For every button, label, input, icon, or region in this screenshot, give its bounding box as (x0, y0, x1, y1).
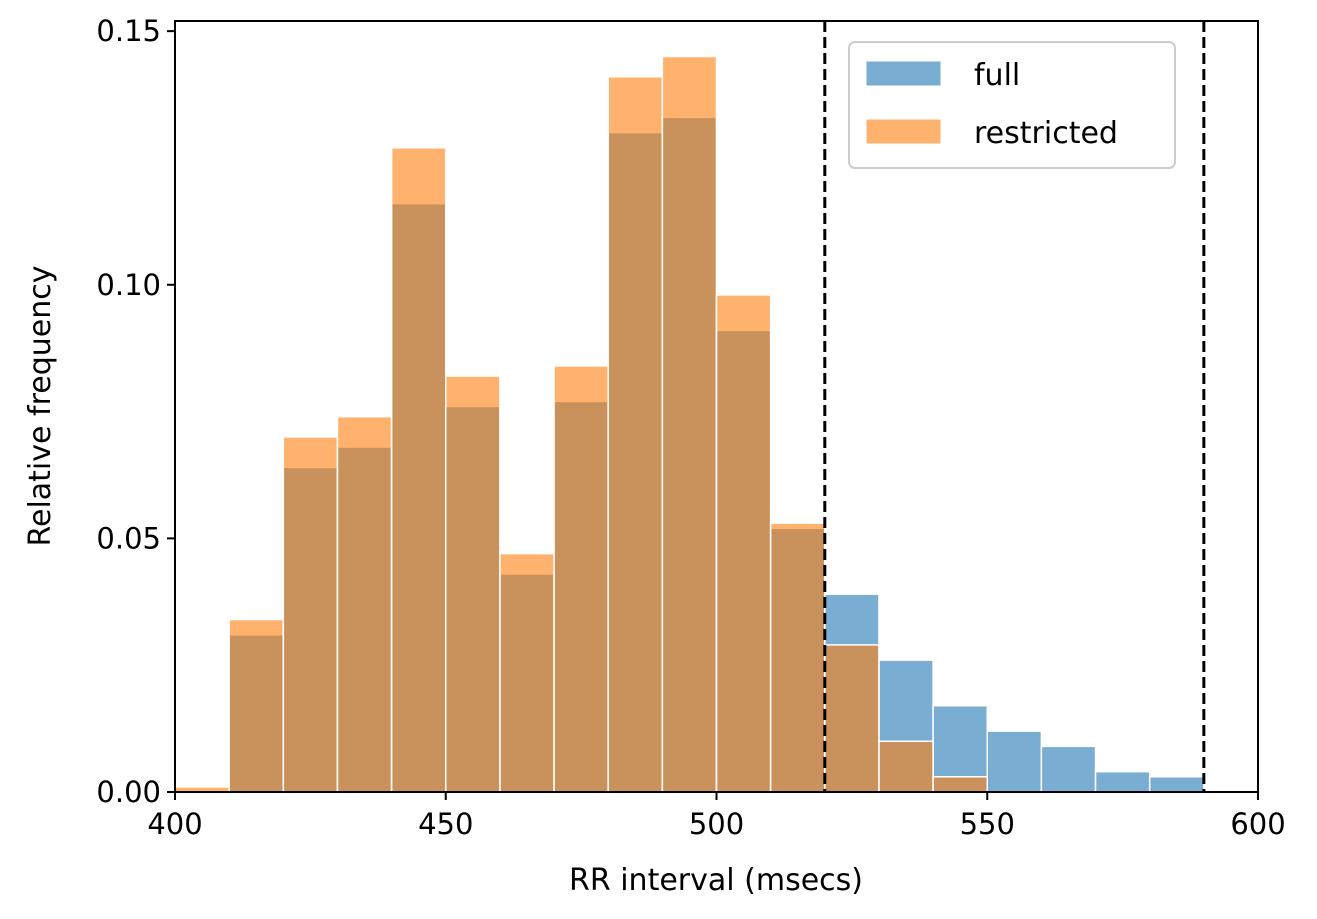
threshold-lines (823, 21, 1206, 792)
y-tick-label-0.05: 0.05 (96, 521, 161, 555)
x-axis-label: RR interval (msecs) (569, 863, 863, 898)
bar-restricted-530 (878, 740, 934, 793)
y-tick-label-0.10: 0.10 (96, 268, 161, 302)
bar-restricted-480 (607, 76, 664, 793)
legend-label-restricted: restricted (974, 116, 1118, 151)
y-axis-label: Relative frequency (23, 266, 58, 547)
bar-full-570 (1094, 770, 1151, 793)
bar-restricted-520 (824, 644, 880, 793)
legend: full restricted (848, 41, 1176, 169)
bar-restricted-460 (499, 552, 555, 793)
x-tick-label-500: 500 (689, 807, 744, 841)
x-tick-label-600: 600 (1230, 807, 1285, 841)
bar-full-580 (1148, 776, 1205, 793)
bar-restricted-420 (282, 436, 339, 793)
bar-restricted-510 (769, 522, 826, 793)
bar-restricted-430 (336, 415, 393, 793)
bar-restricted-470 (553, 365, 609, 793)
legend-swatch-restricted (865, 118, 942, 145)
x-tick-label-450: 450 (418, 807, 473, 841)
bar-restricted-440 (390, 147, 447, 793)
y-axis-ticks: 0.00 0.05 0.10 0.15 (96, 14, 175, 809)
series-restricted-bars (174, 55, 988, 793)
x-axis-ticks: 400 450 500 550 600 (147, 792, 1286, 841)
legend-swatch-full (865, 60, 942, 87)
y-tick-label-0.00: 0.00 (96, 775, 161, 809)
bar-restricted-540 (932, 776, 988, 793)
legend-label-full: full (974, 58, 1020, 93)
bar-restricted-410 (228, 618, 285, 793)
bar-restricted-450 (445, 375, 501, 793)
bar-full-550 (986, 730, 1043, 793)
x-tick-label-400: 400 (147, 807, 202, 841)
bar-restricted-500 (715, 294, 772, 793)
y-tick-label-0.15: 0.15 (96, 14, 161, 48)
bar-restricted-490 (661, 55, 718, 793)
x-tick-label-550: 550 (960, 807, 1015, 841)
bar-full-560 (1040, 745, 1097, 793)
